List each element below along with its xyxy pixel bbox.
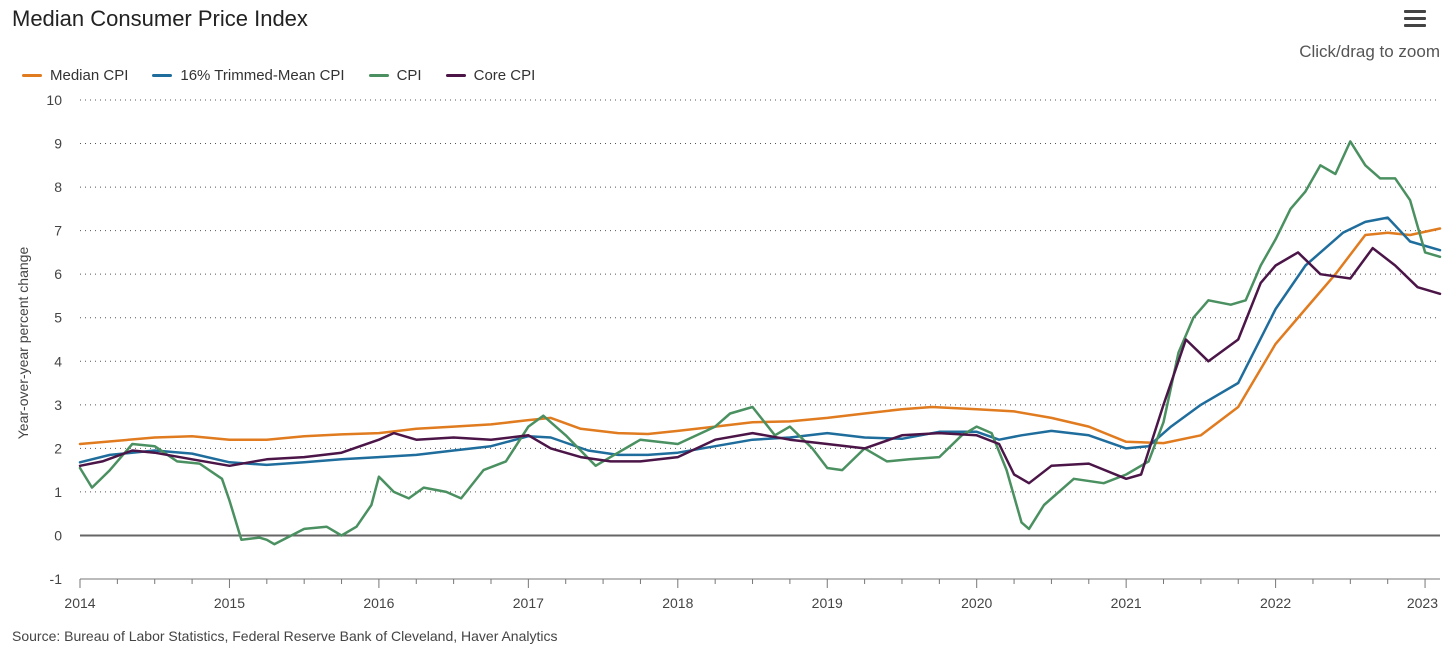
source-note: Source: Bureau of Labor Statistics, Fede… (12, 628, 558, 644)
legend-swatch-cpi (368, 74, 389, 77)
legend-item-cpi[interactable]: CPI (368, 67, 422, 84)
y-tick-label: 7 (54, 223, 62, 239)
series-line-median-cpi[interactable] (78, 227, 1442, 446)
legend: Median CPI 16% Trimmed-Mean CPI CPI Core… (22, 67, 535, 84)
x-tick-label: 2015 (214, 595, 245, 611)
y-tick-label: 4 (54, 353, 62, 369)
y-axis-ticks: -1 0 1 2 3 4 5 6 7 8 9 10 (46, 92, 62, 587)
x-axis: 2014 2015 2016 2017 2018 2019 2020 2021 2022 2023 (64, 578, 1440, 611)
y-tick-label: 6 (54, 266, 62, 282)
x-tick-label: 2019 (812, 595, 843, 611)
y-tick-label: 9 (54, 136, 62, 152)
x-tick-label: 2021 (1111, 595, 1142, 611)
series-line-cpi[interactable] (78, 140, 1442, 546)
y-tick-label: -1 (50, 571, 63, 587)
y-tick-label: 1 (54, 484, 62, 500)
gridlines (80, 99, 1440, 537)
y-axis-title: Year-over-year percent change (15, 247, 31, 440)
chart-title: Median Consumer Price Index (12, 6, 308, 31)
x-tick-label: 2022 (1260, 595, 1291, 611)
legend-swatch-core-cpi (445, 74, 466, 77)
legend-swatch-trimmed-mean-cpi (152, 74, 173, 77)
legend-label: CPI (396, 67, 422, 84)
y-tick-label: 10 (46, 92, 62, 108)
y-tick-label: 8 (54, 179, 62, 195)
zoom-hint: Click/drag to zoom (1299, 42, 1440, 61)
series-line-16-trimmed-mean-cpi[interactable] (78, 216, 1442, 467)
legend-label: Core CPI (473, 67, 536, 84)
legend-label: Median CPI (50, 67, 129, 84)
hamburger-menu-icon[interactable] (1404, 10, 1426, 30)
legend-label: 16% Trimmed-Mean CPI (180, 67, 345, 84)
x-tick-label: 2017 (513, 595, 544, 611)
series-lines (78, 140, 1442, 546)
legend-item-trimmed-mean-cpi[interactable]: 16% Trimmed-Mean CPI (152, 67, 345, 84)
x-tick-label: 2016 (363, 595, 394, 611)
y-tick-label: 0 (54, 527, 62, 543)
legend-swatch-median-cpi (22, 74, 42, 77)
x-tick-label: 2014 (64, 595, 95, 611)
y-tick-label: 5 (54, 310, 62, 326)
legend-item-core-cpi[interactable]: Core CPI (445, 67, 536, 84)
x-tick-label: 2018 (662, 595, 693, 611)
y-tick-label: 2 (54, 440, 62, 456)
series-line-core-cpi[interactable] (78, 246, 1442, 485)
x-tick-label: 2020 (961, 595, 992, 611)
x-tick-label: 2023 (1407, 595, 1438, 611)
legend-item-median-cpi[interactable]: Median CPI (22, 67, 128, 84)
y-tick-label: 3 (54, 397, 62, 413)
